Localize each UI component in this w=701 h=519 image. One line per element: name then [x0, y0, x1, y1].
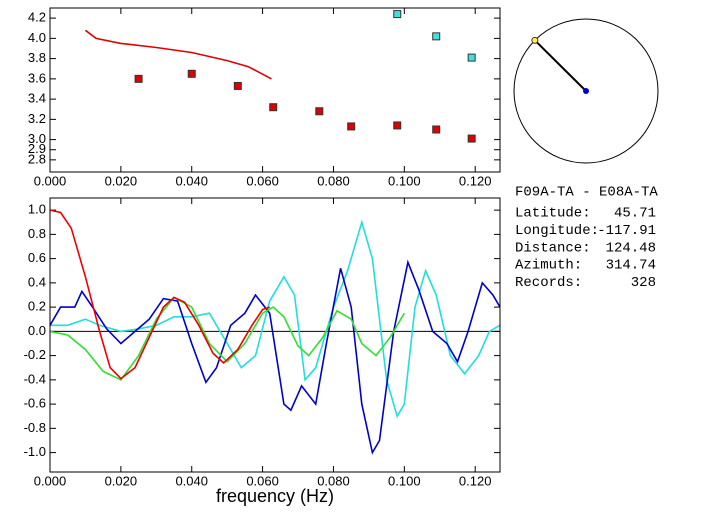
info-label: Latitude: — [515, 206, 591, 222]
y-tick-label: 0.6 — [28, 250, 46, 265]
info-label: Records: — [515, 275, 582, 291]
station-pair: F09A-TA - E08A-TA — [515, 185, 658, 201]
line — [50, 259, 500, 455]
y-tick-label: 3.4 — [28, 91, 46, 106]
y-tick-label: -1.0 — [24, 444, 46, 459]
x-tick-label: 0.120 — [459, 473, 492, 488]
point — [467, 53, 476, 62]
info-label: Distance: — [515, 240, 591, 256]
point — [187, 69, 196, 78]
info-value: 328 — [631, 275, 656, 291]
line — [50, 209, 270, 380]
point — [347, 122, 356, 131]
info-label: Azimuth: — [515, 258, 582, 274]
x-tick-label: 0.000 — [34, 173, 67, 188]
y-tick-label: -0.4 — [24, 371, 46, 386]
point — [233, 81, 242, 90]
y-tick-label: -0.2 — [24, 347, 46, 362]
x-tick-label: 0.060 — [246, 173, 279, 188]
y-tick-label: 2.9 — [28, 141, 46, 156]
needle-tip — [531, 36, 539, 44]
info-value: -117.91 — [597, 223, 656, 239]
point — [467, 134, 476, 143]
y-tick-label: 0.0 — [28, 323, 46, 338]
x-tick-label: 0.040 — [175, 173, 208, 188]
info-value: 314.74 — [606, 258, 656, 274]
y-tick-label: 3.8 — [28, 50, 46, 65]
y-tick-label: -0.8 — [24, 420, 46, 435]
info-value: 45.71 — [614, 206, 656, 222]
plot-area — [84, 10, 476, 143]
y-tick-label: 3.6 — [28, 70, 46, 85]
point — [432, 32, 441, 41]
y-tick-label: 4.2 — [28, 10, 46, 25]
x-axis-title: frequency (Hz) — [216, 486, 334, 506]
y-tick-label: 0.2 — [28, 299, 46, 314]
x-tick-label: 0.120 — [459, 173, 492, 188]
info-label: Longitude: — [515, 223, 599, 239]
point — [393, 121, 402, 130]
point — [134, 74, 143, 83]
y-tick-label: 3.2 — [28, 111, 46, 126]
y-tick-label: 4.0 — [28, 30, 46, 45]
plot-area — [50, 209, 500, 455]
y-tick-label: 2.8 — [28, 151, 46, 166]
point — [432, 125, 441, 134]
point — [269, 103, 278, 112]
x-tick-label: 0.020 — [105, 473, 138, 488]
x-tick-label: 0.000 — [34, 473, 67, 488]
station-info: F09A-TA - E08A-TA Latitude: 45.71 Longitud… — [515, 185, 658, 291]
info-value: 124.48 — [606, 240, 656, 256]
y-tick-label: 1.0 — [28, 202, 46, 217]
line — [50, 219, 500, 419]
azimuth-needle — [534, 39, 587, 92]
x-tick-label: 0.060 — [246, 473, 279, 488]
y-tick-label: 3.0 — [28, 131, 46, 146]
x-tick-label: 0.080 — [317, 173, 350, 188]
compass — [513, 18, 659, 164]
needle-center — [583, 88, 589, 94]
x-tick-label: 0.040 — [175, 473, 208, 488]
plot-frame — [49, 197, 501, 473]
y-tick-label: 0.8 — [28, 226, 46, 241]
x-tick-label: 0.020 — [105, 173, 138, 188]
point — [315, 107, 324, 116]
x-tick-label: 0.100 — [388, 473, 421, 488]
y-tick-label: 0.4 — [28, 274, 46, 289]
y-tick-label: -0.6 — [24, 396, 46, 411]
line — [84, 29, 272, 80]
point — [393, 10, 402, 19]
x-tick-label: 0.100 — [388, 173, 421, 188]
x-tick-label: 0.080 — [317, 473, 350, 488]
plot-frame — [49, 7, 501, 173]
line — [50, 296, 405, 381]
